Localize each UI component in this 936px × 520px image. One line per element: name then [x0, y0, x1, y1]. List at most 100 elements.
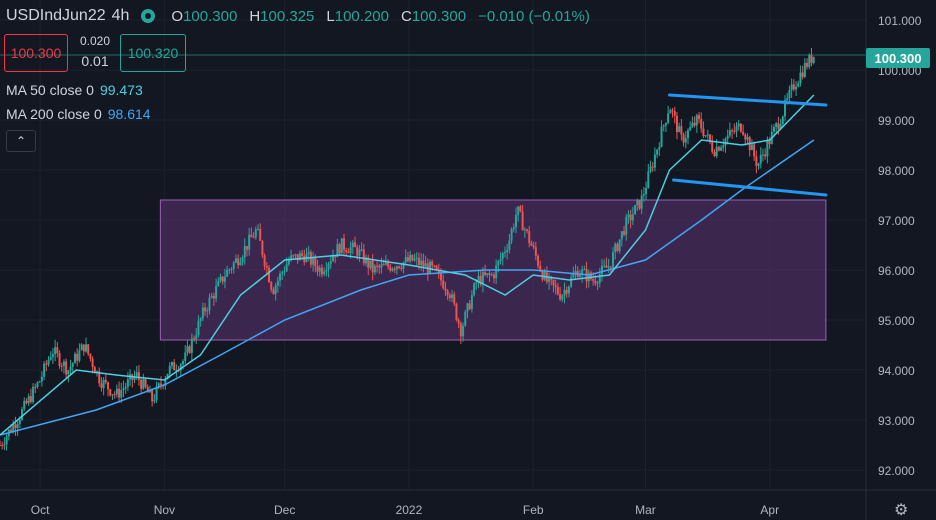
- candle-body: [731, 130, 734, 132]
- candle-body: [197, 320, 200, 336]
- buy-button[interactable]: 100.320: [120, 34, 186, 72]
- candle-body: [598, 274, 601, 283]
- candle-body: [501, 253, 504, 259]
- candle-body: [446, 290, 449, 296]
- candle-body: [413, 258, 416, 261]
- candle-body: [329, 261, 332, 264]
- candle-body: [627, 214, 630, 218]
- candle-body: [190, 338, 193, 353]
- candle-body: [93, 367, 96, 374]
- candle-body: [58, 353, 61, 366]
- candle-body: [151, 389, 154, 402]
- candle-body: [702, 128, 705, 137]
- candle-body: [550, 276, 553, 280]
- candle-body: [486, 273, 489, 276]
- trendlines[interactable]: [668, 93, 828, 197]
- trendline[interactable]: [668, 93, 828, 107]
- candle-body: [514, 214, 517, 228]
- candle-body: [217, 280, 220, 287]
- x-tick-label: Dec: [274, 503, 295, 517]
- candle-body: [792, 84, 795, 90]
- candle-body: [572, 274, 575, 278]
- candle-body: [78, 350, 81, 361]
- candle-body: [521, 211, 524, 231]
- candle-body: [739, 123, 742, 132]
- candle-body: [387, 262, 390, 267]
- candle-body: [640, 195, 643, 209]
- candle-body: [402, 262, 405, 269]
- candle-body: [18, 419, 21, 424]
- candle-body: [373, 265, 376, 273]
- spread-bottom: 0.01: [81, 53, 109, 69]
- gear-icon[interactable]: ⚙: [894, 502, 909, 519]
- trendline[interactable]: [672, 178, 828, 197]
- candle-body: [226, 270, 229, 277]
- ma50-legend[interactable]: MA 50 close 0 99.473: [6, 82, 143, 98]
- candle-body: [658, 146, 661, 150]
- candle-body: [508, 240, 511, 250]
- candle-body: [746, 137, 749, 140]
- candle-body: [331, 256, 334, 262]
- candle-body: [554, 285, 557, 288]
- candle-body: [98, 371, 101, 384]
- candle-body: [695, 115, 698, 126]
- candle-body: [477, 275, 480, 283]
- candle-body: [186, 346, 189, 353]
- candle-body: [404, 257, 407, 263]
- candle-body: [208, 297, 211, 311]
- candle-body: [728, 130, 731, 136]
- time-axis[interactable]: Oct Nov Dec 2022 Feb Mar Apr: [0, 489, 936, 517]
- interval[interactable]: 4h: [111, 7, 130, 24]
- candle-body: [607, 266, 610, 268]
- open-label: O: [171, 7, 184, 25]
- last-price-label: 100.300: [866, 48, 930, 68]
- candle-body: [706, 134, 709, 136]
- candle-body: [468, 303, 471, 310]
- price-axis[interactable]: 101.000100.00099.00098.00097.00096.00095…: [865, 0, 922, 520]
- open-value: 100.300: [183, 7, 238, 25]
- candle-body: [616, 244, 619, 252]
- legend-header: USDIndJun22 4h O100.300 H100.325 L100.20…: [6, 7, 596, 25]
- candle-body: [252, 237, 255, 239]
- candle-body: [241, 257, 244, 263]
- candle-body: [671, 110, 674, 112]
- candle-body: [398, 266, 401, 268]
- candle-body: [532, 245, 535, 248]
- candle-body: [228, 269, 231, 271]
- ma50-value: 99.473: [99, 82, 143, 98]
- candle-body: [100, 383, 103, 389]
- candle-body: [810, 54, 813, 63]
- candle-body: [155, 386, 158, 400]
- candle-body: [455, 303, 458, 320]
- candle-body: [488, 273, 491, 276]
- candle-body: [45, 363, 48, 365]
- candle-body: [184, 352, 187, 361]
- candle-body: [250, 234, 253, 238]
- candle-body: [54, 347, 57, 355]
- sell-button[interactable]: 100.300: [4, 34, 68, 72]
- candle-body: [609, 266, 612, 268]
- candle-body: [669, 110, 672, 114]
- chevron-up-icon[interactable]: ⌃: [6, 130, 36, 152]
- candle-body: [440, 272, 443, 281]
- candle-body: [340, 238, 343, 254]
- ma200-legend[interactable]: MA 200 close 0 98.614: [6, 106, 151, 122]
- candle-body: [481, 272, 484, 285]
- candle-body: [281, 272, 284, 274]
- candle-body: [651, 166, 654, 168]
- candle-body: [140, 379, 143, 389]
- candle-body: [243, 246, 246, 258]
- candle-body: [279, 273, 282, 281]
- candle-body: [653, 154, 656, 168]
- candle-body: [479, 275, 482, 285]
- candle-body: [801, 72, 804, 78]
- candle-body: [170, 362, 173, 366]
- candle-body: [115, 388, 118, 395]
- symbol-name[interactable]: USDIndJun22: [6, 7, 106, 24]
- candle-body: [428, 261, 431, 274]
- candle-body: [376, 265, 379, 267]
- candle-body: [193, 338, 196, 340]
- x-tick-label: Feb: [523, 503, 544, 517]
- candle-body: [137, 372, 140, 380]
